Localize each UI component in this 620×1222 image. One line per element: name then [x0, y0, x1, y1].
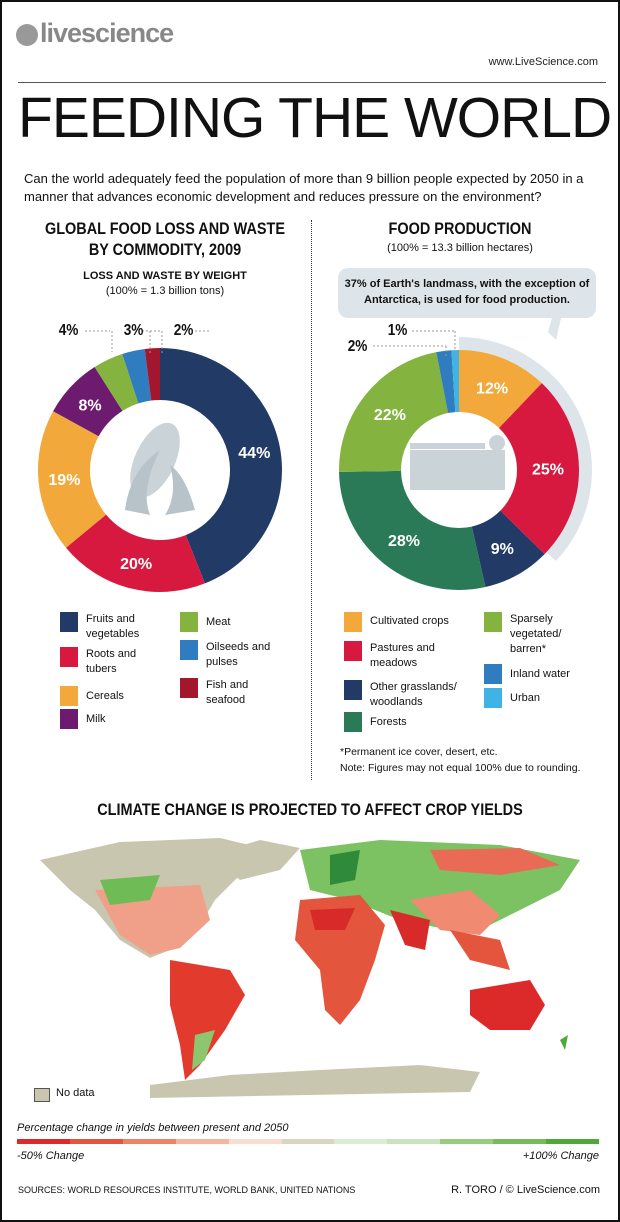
legend-item: Urban — [484, 688, 540, 708]
slice-forests — [339, 470, 486, 590]
slice-fish-and-seafood — [144, 348, 160, 401]
legend-item: Cereals — [60, 686, 124, 706]
legend-item: Oilseeds and pulses — [180, 640, 276, 670]
sources: SOURCES: WORLD RESOURCES INSTITUTE, WORL… — [18, 1185, 356, 1195]
page-title: FEEDING THE WORLD — [18, 86, 612, 150]
slice-label: 12% — [476, 380, 508, 397]
label-fish: 2% — [173, 322, 194, 339]
production-chart-title: FOOD PRODUCTION — [388, 219, 532, 238]
scale-segment — [546, 1139, 599, 1144]
scale-segment — [175, 1139, 229, 1144]
slice-label: 20% — [120, 556, 152, 573]
scale-segment — [17, 1139, 70, 1144]
slice-label: 22% — [374, 407, 406, 424]
africa — [295, 895, 385, 1025]
scale-min-label: -50% Change — [17, 1150, 85, 1162]
legend-item: Fruits and vegetables — [60, 612, 166, 642]
corn-icon — [125, 422, 195, 515]
label-oilseeds: 3% — [123, 322, 144, 339]
antarctica — [150, 1065, 480, 1098]
slice-fruits-and-vegetables — [160, 348, 282, 584]
footnote: *Permanent ice cover, desert, etc. — [340, 746, 498, 758]
no-data-swatch — [34, 1088, 50, 1102]
intro-text: Can the world adequately feed the popula… — [24, 171, 584, 204]
scale-segment — [122, 1139, 176, 1144]
donut-charts: 44% 20% 19% 8% 12% 25% 9% 28% 22% — [38, 300, 593, 592]
livescience-logo[interactable]: livescience — [16, 18, 174, 49]
site-url[interactable]: www.LiveScience.com — [488, 56, 598, 68]
slice-cereals — [38, 411, 107, 548]
color-scale-bar — [17, 1139, 599, 1144]
slice-urban — [451, 350, 459, 413]
slice-sparsely-vegetated-barren- — [339, 352, 449, 472]
map-title: CLIMATE CHANGE IS PROJECTED TO AFFECT CR… — [97, 800, 523, 819]
slice-label: 25% — [532, 462, 564, 479]
callout-bubble: 37% of Earth's landmass, with the except… — [338, 268, 596, 318]
south-asia — [390, 910, 510, 970]
scale-segment — [493, 1139, 547, 1144]
scale-segment — [281, 1139, 335, 1144]
logo-text: livescience — [40, 18, 174, 48]
section-divider — [311, 220, 312, 780]
north-america — [40, 838, 300, 958]
legend-item: Forests — [344, 712, 407, 732]
legend-item: Pastures and meadows — [344, 641, 450, 671]
farm-field-icon — [410, 435, 505, 490]
australia — [470, 980, 568, 1050]
south-america — [170, 960, 245, 1080]
slice-pastures-and-meadows — [499, 383, 580, 555]
slice-label: 44% — [238, 445, 270, 462]
production-chart-note: (100% = 13.3 billion hectares) — [387, 242, 533, 254]
land-use-arc — [459, 337, 593, 562]
slice-roots-and-tubers — [65, 514, 205, 592]
divider — [18, 82, 606, 83]
slice-label: 19% — [48, 472, 80, 489]
slice-milk — [53, 366, 123, 437]
label-urban: 1% — [387, 322, 408, 339]
scale-segment — [387, 1139, 441, 1144]
legend-item: Other grasslands/ woodlands — [344, 680, 470, 710]
logo-splat-icon — [16, 23, 38, 46]
slice-inland-water — [436, 350, 456, 414]
scale-segment — [334, 1139, 388, 1144]
legend-item: Inland water — [484, 664, 570, 684]
world-map — [40, 838, 580, 1098]
slice-label: 9% — [491, 541, 514, 558]
scale-segment — [228, 1139, 282, 1144]
legend-item: Milk — [60, 709, 106, 729]
legend-item: Sparsely vegetated/ barren* — [484, 612, 576, 657]
no-data-label: No data — [56, 1087, 95, 1099]
scale-segment — [69, 1139, 123, 1144]
slice-oilseeds-and-pulses — [122, 348, 152, 404]
slice-cultivated-crops — [459, 350, 542, 429]
label-meat: 4% — [58, 322, 79, 339]
credit: R. TORO / © LiveScience.com — [451, 1184, 600, 1196]
label-inland-water: 2% — [347, 338, 368, 355]
slice-label: 8% — [78, 397, 101, 414]
rounding-note: Note: Figures may not equal 100% due to … — [340, 762, 581, 774]
slice-label: 28% — [388, 533, 420, 550]
legend-item: Fish and seafood — [180, 678, 266, 708]
loss-chart-note: (100% = 1.3 billion tons) — [105, 285, 225, 297]
legend-item: Roots and tubers — [60, 647, 146, 677]
legend-item: Meat — [180, 612, 230, 632]
loss-chart-subtitle: LOSS AND WASTE BY WEIGHT — [83, 270, 247, 282]
scale-segment — [440, 1139, 494, 1144]
slice-other-grasslands-woodlands — [471, 510, 545, 588]
scale-max-label: +100% Change — [522, 1150, 599, 1162]
slice-meat — [94, 353, 139, 411]
scale-label: Percentage change in yields between pres… — [17, 1122, 289, 1134]
loss-chart-title: GLOBAL FOOD LOSS AND WASTE BY COMMODITY,… — [44, 219, 286, 259]
legend-item: Cultivated crops — [344, 612, 449, 632]
